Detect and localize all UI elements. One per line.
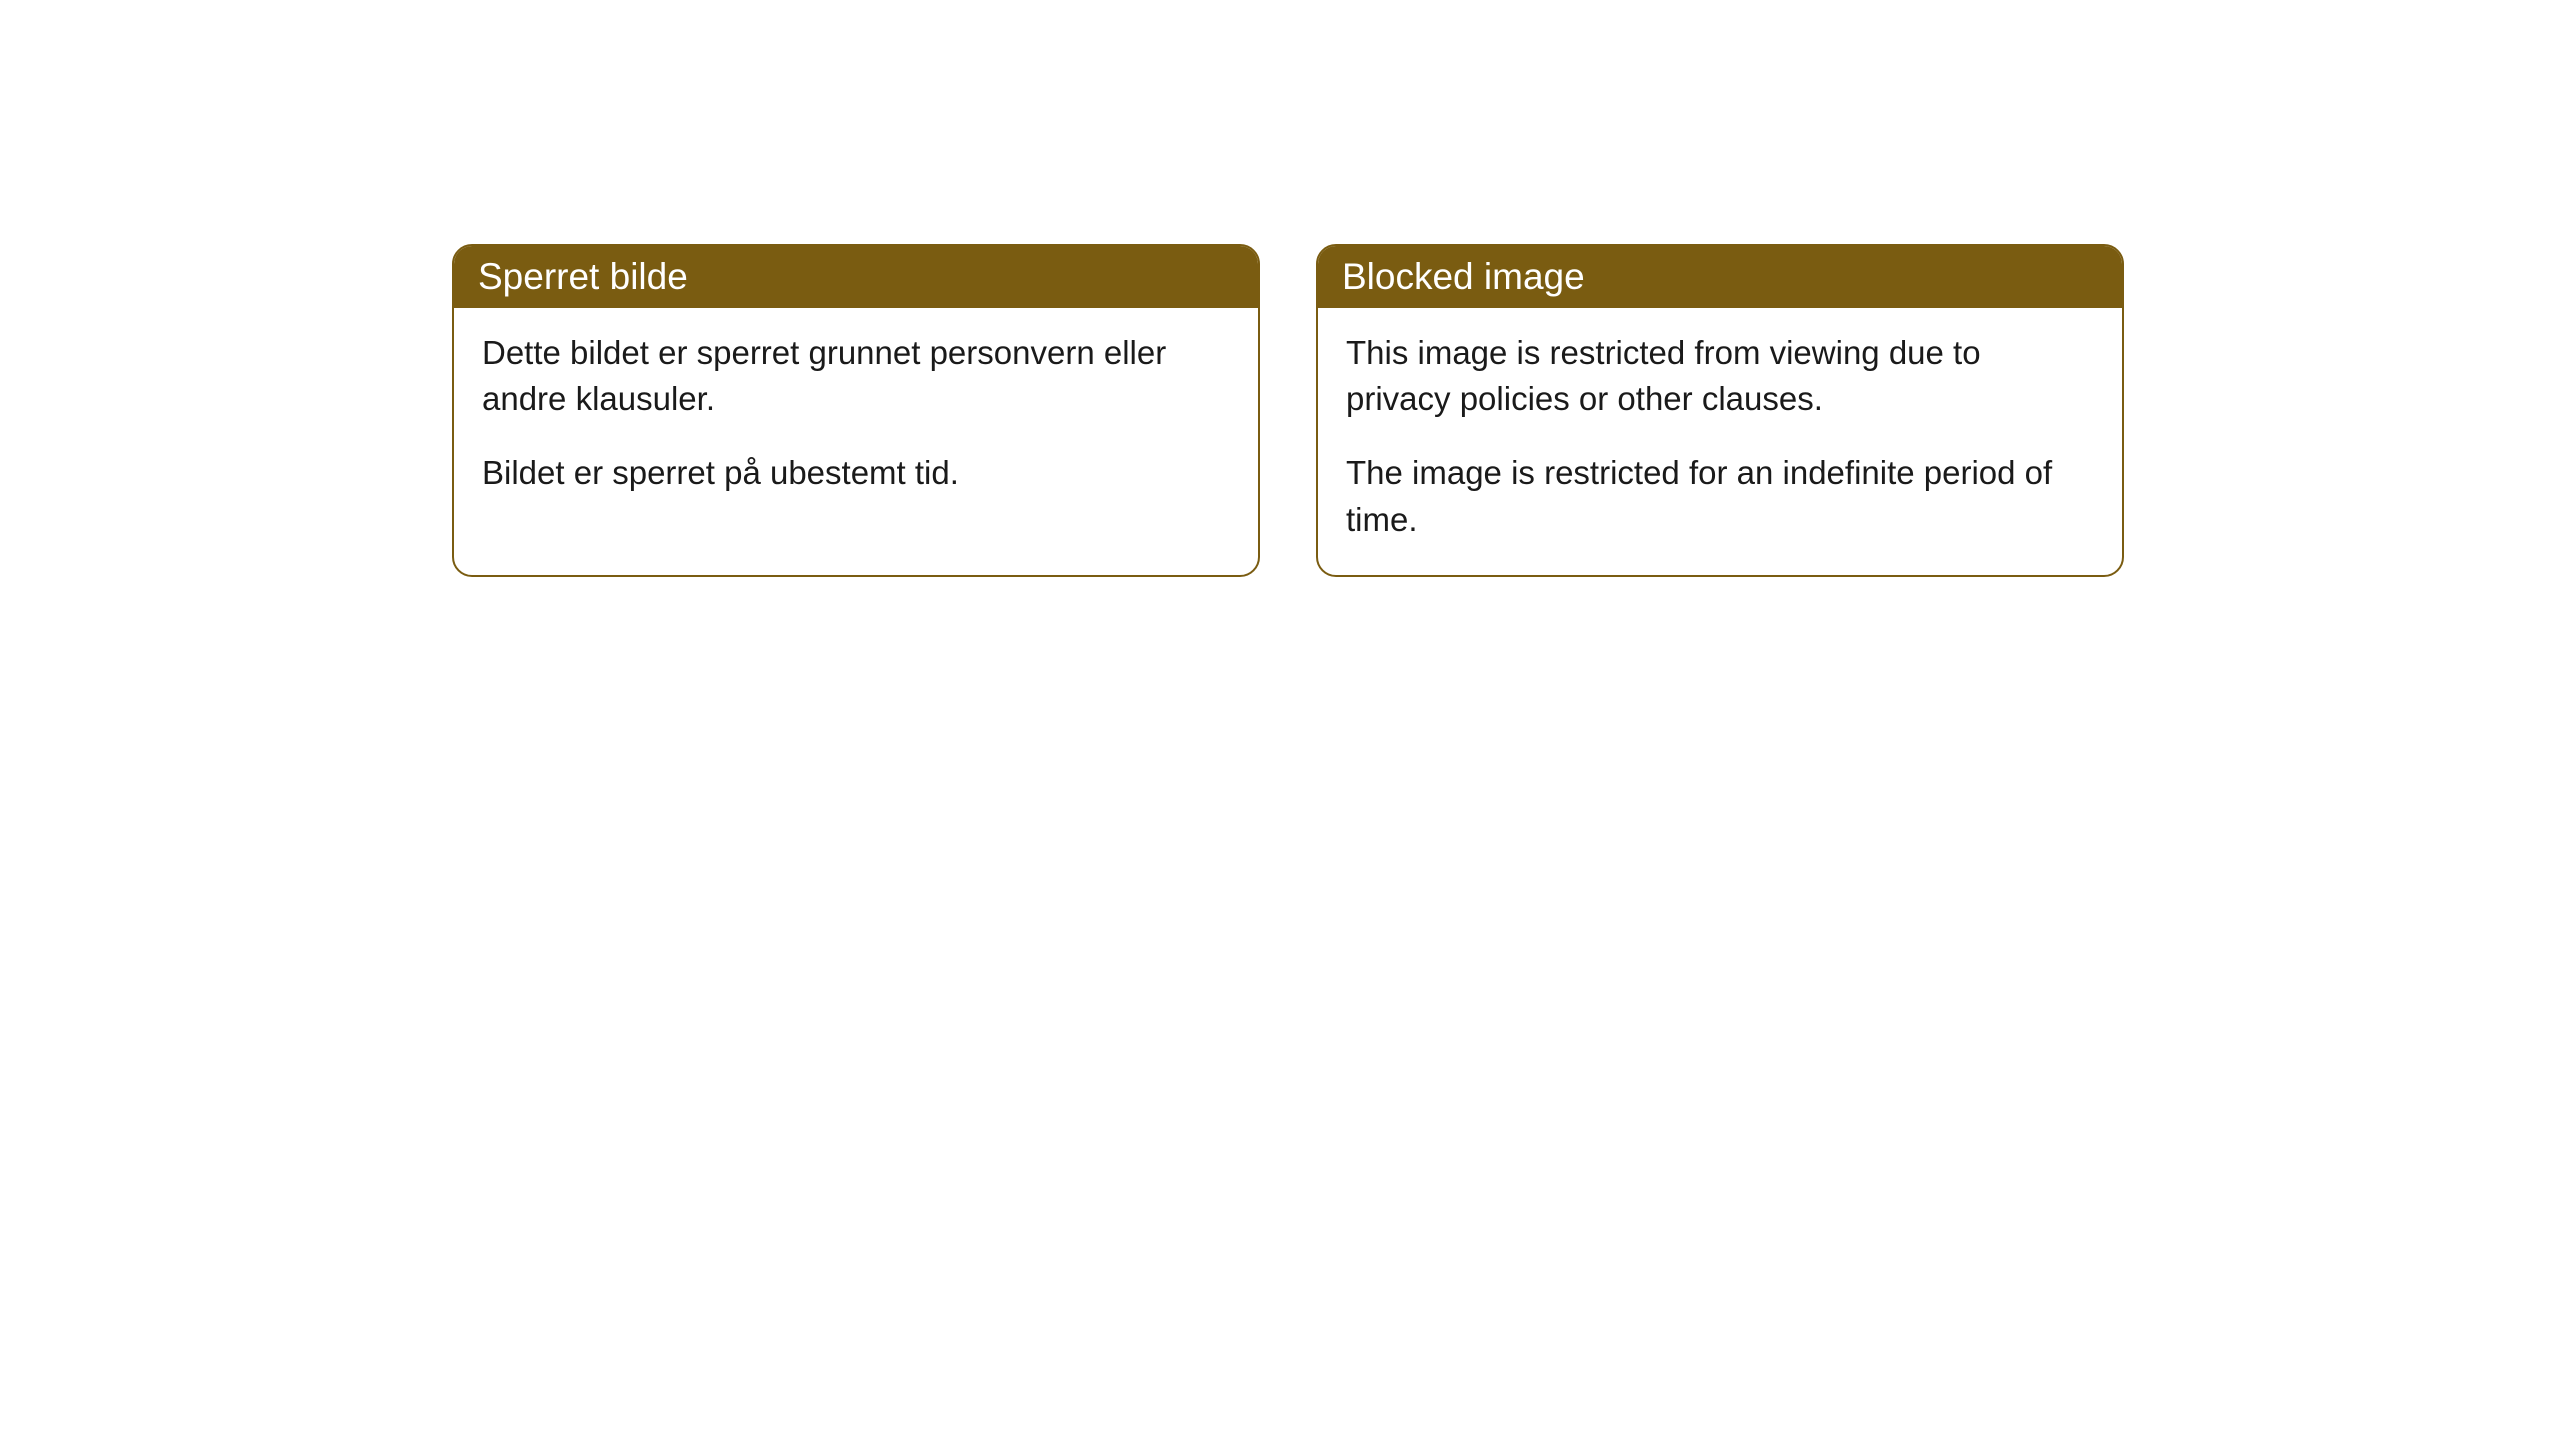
card-paragraph-1: Dette bildet er sperret grunnet personve…: [482, 330, 1230, 422]
card-norwegian: Sperret bilde Dette bildet er sperret gr…: [452, 244, 1260, 577]
card-body-english: This image is restricted from viewing du…: [1318, 308, 2122, 575]
card-title: Sperret bilde: [478, 256, 688, 297]
card-title: Blocked image: [1342, 256, 1585, 297]
card-paragraph-2: The image is restricted for an indefinit…: [1346, 450, 2094, 542]
card-paragraph-1: This image is restricted from viewing du…: [1346, 330, 2094, 422]
card-header-english: Blocked image: [1318, 246, 2122, 308]
card-header-norwegian: Sperret bilde: [454, 246, 1258, 308]
card-body-norwegian: Dette bildet er sperret grunnet personve…: [454, 308, 1258, 529]
card-paragraph-2: Bildet er sperret på ubestemt tid.: [482, 450, 1230, 496]
cards-container: Sperret bilde Dette bildet er sperret gr…: [452, 244, 2124, 577]
card-english: Blocked image This image is restricted f…: [1316, 244, 2124, 577]
